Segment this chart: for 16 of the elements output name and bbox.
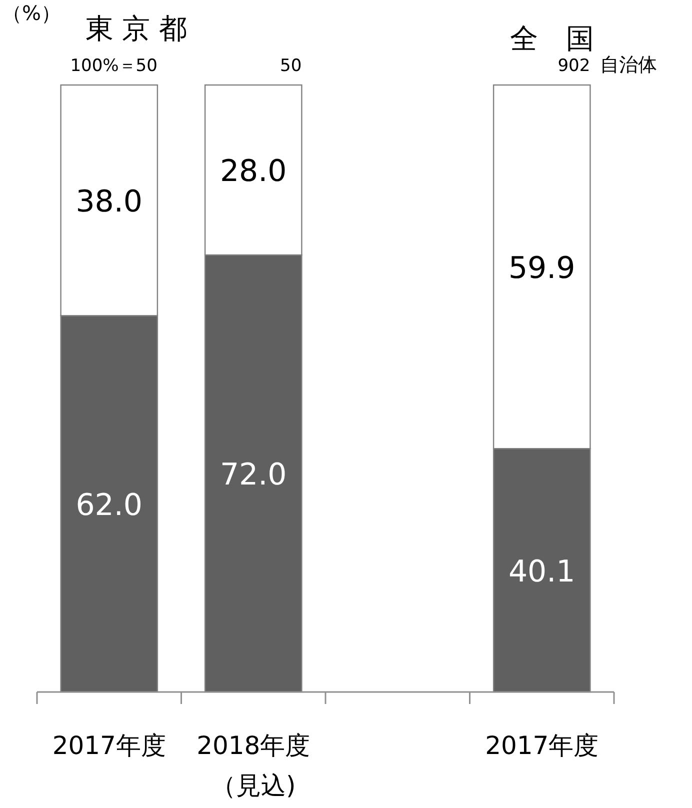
- text: 100%＝50: [70, 56, 158, 76]
- text: 全 国: [510, 22, 594, 55]
- data-label: 59.9: [508, 250, 576, 286]
- x-tick-label: 2017年度: [52, 731, 166, 760]
- data-label: 28.0: [220, 154, 287, 189]
- text: 902: [558, 56, 590, 76]
- data-label: 62.0: [76, 488, 143, 523]
- text: 自治体: [600, 54, 658, 76]
- text: 東 京 都: [85, 12, 188, 45]
- data-label: 72.0: [220, 457, 287, 492]
- text: 50: [280, 56, 302, 76]
- y-axis-title: （%）: [2, 1, 62, 25]
- data-label: 40.1: [508, 554, 576, 590]
- x-tick-label: 2018年度（見込): [196, 731, 310, 800]
- data-label: 38.0: [76, 184, 143, 220]
- x-tick-label: 2017年度: [485, 731, 599, 760]
